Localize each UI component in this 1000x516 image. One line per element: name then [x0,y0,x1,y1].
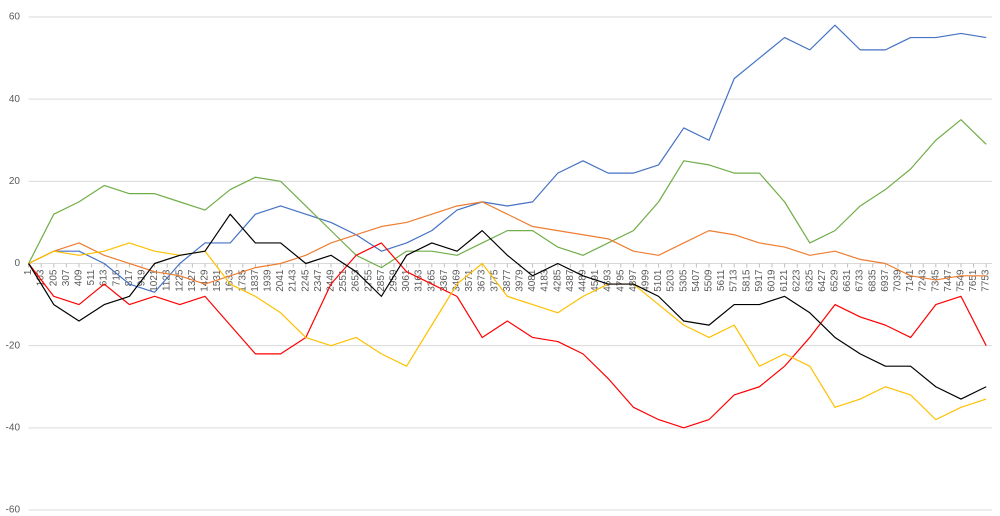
x-tick-label: 2449 [325,269,336,292]
x-tick-label: 3571 [464,269,475,292]
x-tick-label: 3673 [477,269,488,292]
x-tick-label: 4693 [603,269,614,292]
x-tick-label: 5509 [703,269,714,292]
x-tick-label: 1735 [237,269,248,292]
y-tick-label: -60 [6,505,21,516]
x-tick-label: 4795 [615,269,626,292]
x-tick-label: 1939 [262,269,273,292]
x-tick-label: 3979 [514,269,525,292]
x-tick-label: 2857 [376,269,387,292]
x-tick-label: 2245 [300,269,311,292]
x-tick-label: 2041 [275,269,286,292]
x-tick-label: 7651 [968,269,979,292]
series-line [28,201,987,285]
x-tick-label: 4489 [577,269,588,292]
x-tick-label: 2653 [351,269,362,292]
x-tick-label: 4183 [540,269,551,292]
x-tick-label: 5101 [653,269,664,292]
x-tick-label: 2959 [388,269,399,292]
x-tick-label: 103 [36,269,47,286]
x-tick-label: 6019 [766,269,777,292]
x-tick-label: 6529 [829,269,840,292]
x-tick-label: 3469 [451,269,462,292]
x-tick-label: 5815 [741,269,752,292]
x-tick-label: 1837 [250,269,261,292]
x-tick-label: 5611 [716,269,727,291]
x-tick-label: 7753 [981,269,992,292]
y-tick-label: 40 [9,94,21,105]
x-tick-label: 6223 [792,269,803,292]
x-tick-label: 1021 [149,269,160,292]
x-tick-label: 3877 [502,269,513,292]
x-tick-label: 7039 [892,269,903,292]
x-tick-label: 6427 [817,269,828,292]
x-tick-label: 307 [61,269,72,286]
x-tick-label: 4999 [640,269,651,292]
x-tick-label: 1123 [162,269,173,291]
x-tick-label: 4285 [552,269,563,292]
x-tick-label: 4897 [628,269,639,292]
x-tick-label: 817 [124,269,135,286]
x-tick-label: 2143 [288,269,299,292]
x-tick-label: 5713 [729,269,740,292]
x-tick-label: 3265 [426,269,437,292]
x-tick-label: 6121 [779,269,790,292]
y-tick-label: -20 [6,340,21,351]
x-tick-label: 6733 [855,269,866,292]
x-tick-label: 4387 [565,269,576,292]
x-tick-label: 409 [73,269,84,286]
x-tick-label: 205 [48,269,59,286]
series-line [28,242,987,421]
x-tick-label: 1633 [225,269,236,292]
x-tick-label: 7243 [918,269,929,292]
x-tick-label: 715 [111,269,122,286]
x-tick-label: 5305 [678,269,689,292]
x-tick-label: 5917 [754,269,765,292]
x-tick-label: 6631 [842,269,853,292]
x-tick-label: 2551 [338,269,349,292]
x-tick-label: 511 [86,269,97,285]
y-tick-label: 20 [9,176,21,187]
series-line [28,119,987,269]
x-tick-label: 1225 [174,269,185,292]
x-tick-label: 4081 [527,269,538,292]
x-tick-label: 7447 [943,269,954,292]
x-tick-label: 5407 [691,269,702,292]
x-tick-label: 3163 [414,269,425,292]
y-tick-label: 0 [14,258,20,269]
series-line [28,213,987,400]
x-tick-label: 2347 [313,269,324,292]
series-line [28,242,987,429]
x-tick-label: 3367 [439,269,450,292]
x-tick-label: 5203 [666,269,677,292]
x-tick-label: 613 [99,269,110,286]
x-tick-label: 6937 [880,269,891,292]
x-tick-label: 6325 [804,269,815,292]
y-tick-label: 60 [9,12,21,23]
x-tick-label: 2755 [363,269,374,292]
x-tick-label: 6835 [867,269,878,292]
x-tick-label: 7549 [955,269,966,292]
x-tick-label: 919 [136,269,147,286]
x-tick-label: 7141 [905,269,916,292]
series-line [28,24,987,293]
x-tick-label: 1429 [199,269,210,292]
x-tick-label: 1 [23,269,34,275]
y-tick-label: -40 [6,422,21,433]
x-tick-label: 3061 [401,269,412,292]
